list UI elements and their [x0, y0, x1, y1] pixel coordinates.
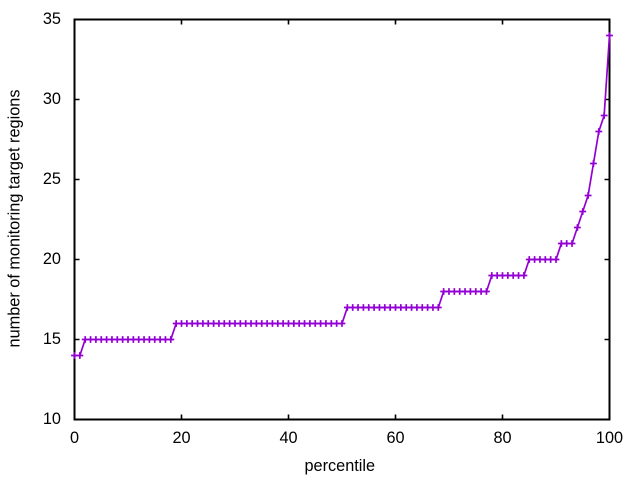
- svg-text:60: 60: [386, 429, 404, 447]
- svg-text:20: 20: [43, 250, 61, 268]
- svg-text:80: 80: [493, 429, 511, 447]
- svg-text:100: 100: [596, 429, 623, 447]
- svg-text:0: 0: [70, 429, 79, 447]
- svg-text:35: 35: [43, 10, 61, 28]
- svg-text:percentile: percentile: [304, 457, 375, 475]
- svg-text:25: 25: [43, 170, 61, 188]
- svg-text:40: 40: [279, 429, 297, 447]
- svg-text:30: 30: [43, 90, 61, 108]
- svg-text:15: 15: [43, 330, 61, 348]
- svg-text:number of monitoring target re: number of monitoring target regions: [5, 90, 23, 348]
- svg-text:10: 10: [43, 410, 61, 428]
- svg-text:20: 20: [172, 429, 190, 447]
